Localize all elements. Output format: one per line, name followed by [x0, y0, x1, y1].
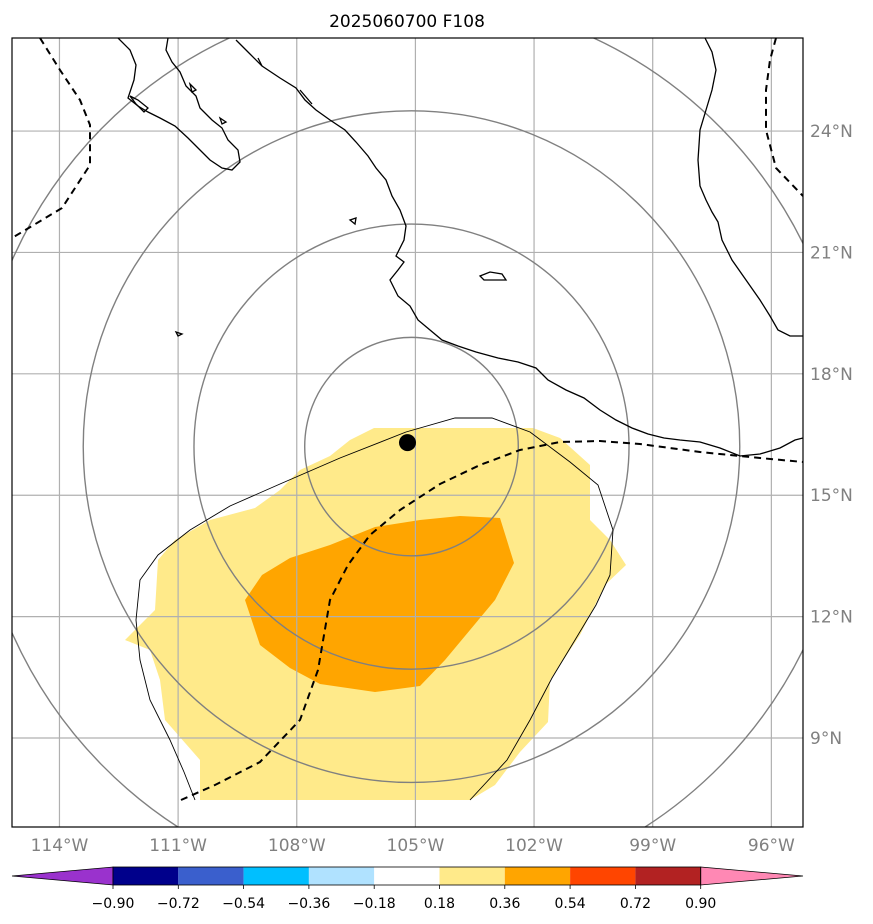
longitude-labels: 114°W 111°W 108°W 105°W 102°W 99°W 96°W — [31, 836, 795, 856]
coastline-baja-islands — [129, 81, 228, 125]
lon-label-4: 102°W — [505, 836, 563, 856]
coastline-mexico-mainland — [235, 39, 803, 457]
coastline-isla-maria — [174, 217, 508, 337]
colorbar-segment-1 — [178, 867, 244, 885]
lat-label-2: 15°N — [810, 486, 853, 506]
coastline-baja-california — [117, 38, 241, 171]
colorbar-under-triangle — [11, 866, 114, 886]
colorbar-segment-6 — [504, 867, 571, 885]
colorbar-segment-7 — [570, 867, 636, 885]
range-ring-1 — [304, 336, 519, 557]
coastline-gulf-of-mexico — [697, 38, 803, 337]
dashed-contour-west — [12, 38, 91, 239]
map-frame — [11, 37, 804, 828]
dashed-contour-main — [180, 439, 803, 801]
colorbar-label-7: 0.54 — [555, 896, 586, 912]
lat-label-4: 21°N — [810, 243, 853, 263]
lon-label-1: 111°W — [149, 836, 207, 856]
colorbar-segment-0 — [113, 867, 179, 885]
colorbar-segment-5 — [439, 867, 505, 885]
range-ring-3 — [82, 110, 741, 784]
probability-area-high — [245, 516, 514, 692]
lat-label-1: 12°N — [810, 608, 853, 628]
range-rings — [12, 38, 803, 827]
colorbar: −0.90 −0.72 −0.54 −0.36 −0.18 0.18 0.36 0.54 0.7… — [11, 866, 804, 912]
colorbar-label-1: −0.72 — [157, 896, 200, 912]
graticule — [12, 38, 803, 827]
storm-center-marker — [399, 434, 416, 452]
colorbar-label-9: 0.90 — [685, 896, 716, 912]
colorbar-segment-2 — [243, 867, 309, 885]
colorbar-label-4: −0.18 — [353, 896, 396, 912]
lat-label-5: 24°N — [810, 122, 853, 142]
dashed-contour-east — [765, 38, 803, 197]
range-ring-2 — [193, 223, 630, 670]
lon-label-0: 114°W — [31, 836, 89, 856]
colorbar-label-6: 0.36 — [489, 896, 520, 912]
lon-label-2: 108°W — [268, 836, 326, 856]
colorbar-label-2: −0.54 — [222, 896, 265, 912]
figure-title: 2025060700 F108 — [329, 12, 485, 32]
lat-label-0: 9°N — [810, 729, 842, 749]
latitude-labels: 9°N 12°N 15°N 18°N 21°N 24°N — [810, 122, 853, 749]
colorbar-segment-8 — [635, 867, 701, 885]
lon-label-3: 105°W — [387, 836, 445, 856]
colorbar-over-triangle — [700, 866, 804, 886]
colorbar-segment-4 — [374, 867, 440, 885]
colorbar-label-5: 0.18 — [424, 896, 455, 912]
lat-label-3: 18°N — [810, 365, 853, 385]
colorbar-frame — [112, 866, 702, 886]
forecast-cone-outline — [135, 417, 614, 801]
lon-label-6: 96°W — [748, 836, 795, 856]
map-panel — [12, 38, 803, 827]
colorbar-label-8: 0.72 — [620, 896, 651, 912]
colorbar-label-3: −0.36 — [287, 896, 330, 912]
colorbar-segment-3 — [308, 867, 375, 885]
colorbar-label-0: −0.90 — [92, 896, 135, 912]
coastline-baja-east — [257, 57, 313, 105]
lon-label-5: 99°W — [629, 836, 676, 856]
